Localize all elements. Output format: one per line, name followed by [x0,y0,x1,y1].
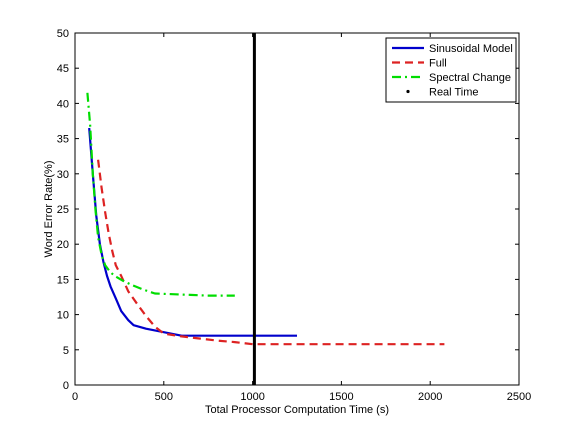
y-tick-label: 20 [57,239,69,251]
legend: Sinusoidal Model Full Spectral Change Real … [385,37,517,103]
series-line-sinusoidal-model [88,127,297,337]
y-tick-label: 45 [57,63,69,75]
y-tick-label: 10 [57,310,69,322]
y-tick-label: 50 [57,28,69,40]
x-tick-label: 1000 [240,391,264,403]
y-tick-label: 5 [63,345,69,357]
x-axis-label: Total Processor Computation Time (s) [205,404,389,416]
y-tick-label: 25 [57,204,69,216]
x-tick-label: 1500 [329,391,353,403]
series-line-spectral-change [86,92,235,297]
legend-label-full: Full [429,58,447,70]
y-tick-label: 35 [57,134,69,146]
plot-marks [86,33,445,385]
y-axis-ticks: 0 5 10 15 20 25 30 35 40 45 50 [57,28,519,392]
legend-label-sinusoidal-model: Sinusoidal Model [429,43,513,55]
y-tick-label: 0 [63,380,69,392]
y-axis-label: Word Error Rate(%) [43,161,55,258]
x-axis-ticks: 0 500 1000 1500 2000 2500 [72,33,531,403]
y-tick-label: 15 [57,274,69,286]
x-tick-label: 0 [72,391,78,403]
y-tick-label: 30 [57,169,69,181]
series-line-full [97,159,445,346]
legend-label-spectral-change: Spectral Change [429,72,511,84]
y-tick-label: 40 [57,98,69,110]
x-tick-label: 2000 [418,391,442,403]
x-tick-label: 500 [155,391,173,403]
legend-label-real-time: Real Time [429,87,479,99]
x-tick-label: 2500 [507,391,531,403]
legend-marker-real-time [406,89,410,94]
